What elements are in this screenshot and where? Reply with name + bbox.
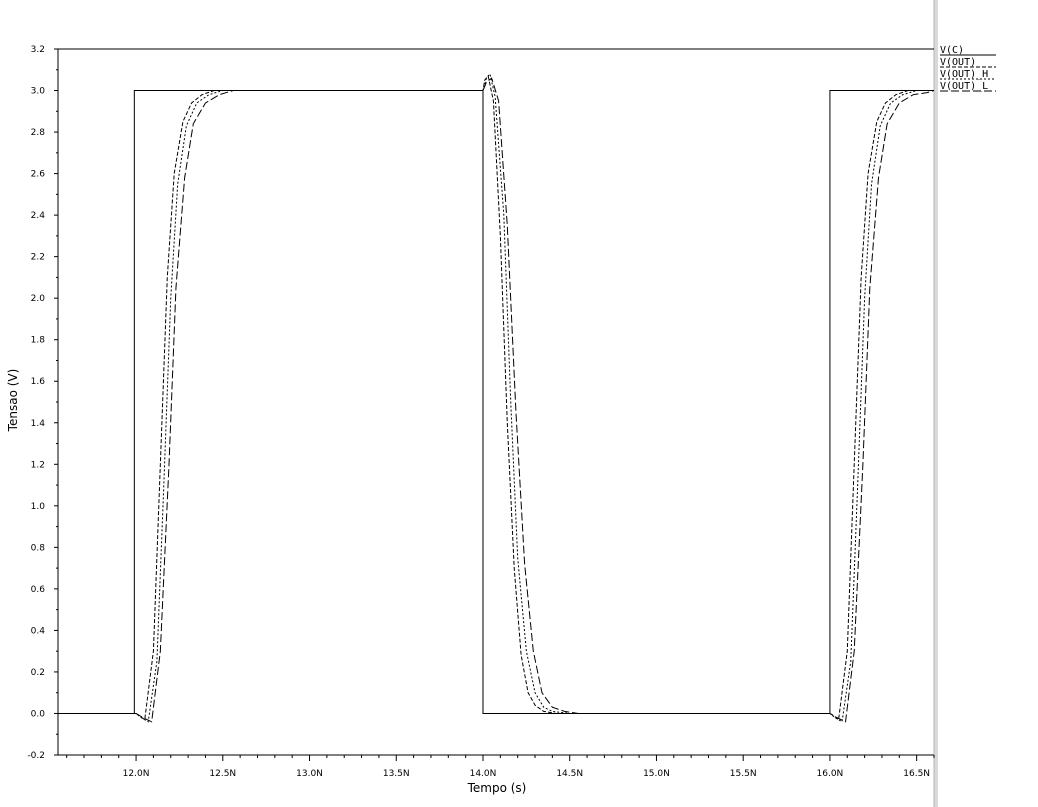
axes-group: -0.2 0.0 0.2 0.4 0.6 0.8 1.0 1.2 1.4 1.6 1.8 2.0 2.2…: [27, 45, 935, 779]
y-tick-label: 1.2: [31, 460, 45, 470]
legend-label-v-out[interactable]: V(OUT): [940, 57, 976, 68]
legend-label-v-out-h[interactable]: V(OUT)_H: [940, 69, 988, 80]
y-tick-label: -0.2: [27, 751, 45, 761]
y-tick-label: 1.0: [31, 502, 46, 512]
y-tick-label: 2.0: [31, 294, 46, 304]
legend-label-v-out-l[interactable]: V(OUT)_L: [940, 81, 988, 92]
y-axis-title: Tensao (V): [6, 369, 20, 433]
y-tick-label: 0.4: [31, 626, 46, 636]
y-tick-label: 3.0: [31, 87, 46, 97]
y-tick-label: 1.6: [31, 377, 46, 387]
y-tick-label: 1.8: [31, 336, 46, 346]
x-tick-label: 12.0N: [123, 769, 150, 779]
y-tick-label: 0.0: [31, 709, 46, 719]
y-tick-label: 0.8: [31, 543, 46, 553]
y-tick-label: 2.2: [31, 253, 45, 263]
x-tick-label: 13.0N: [296, 769, 323, 779]
y-tick-label: 2.6: [31, 170, 46, 180]
x-tick-label: 16.0N: [817, 769, 844, 779]
series-line-v-out: [58, 74, 934, 721]
y-tick-label: 1.4: [31, 419, 46, 429]
y-tick-label: 2.8: [31, 128, 46, 138]
x-tick-label: 15.5N: [730, 769, 757, 779]
y-tick-label: 2.4: [31, 211, 46, 221]
y-tick-label: 0.6: [31, 585, 46, 595]
y-tick-label: 0.2: [31, 668, 45, 678]
legend-label-v-c[interactable]: V(C): [940, 45, 964, 56]
x-tick-label: 14.0N: [470, 769, 497, 779]
series-group: [58, 72, 935, 723]
series-line-v-out-l: [58, 77, 935, 723]
x-tick-label: 12.5N: [209, 769, 236, 779]
x-tick-label: 15.0N: [643, 769, 670, 779]
legend-group: V(C)V(OUT)V(OUT)_HV(OUT)_L: [940, 45, 996, 92]
x-tick-label: 13.5N: [383, 769, 410, 779]
x-axis-title: Tempo (s): [467, 781, 527, 795]
series-line-v-c: [58, 90, 934, 714]
y-tick-label: 3.2: [31, 45, 45, 55]
series-line-v-out-h: [58, 72, 934, 723]
right-scroll-bar[interactable]: [934, 0, 938, 807]
x-tick-label: 14.5N: [556, 769, 583, 779]
x-tick-label: 16.5N: [903, 769, 930, 779]
